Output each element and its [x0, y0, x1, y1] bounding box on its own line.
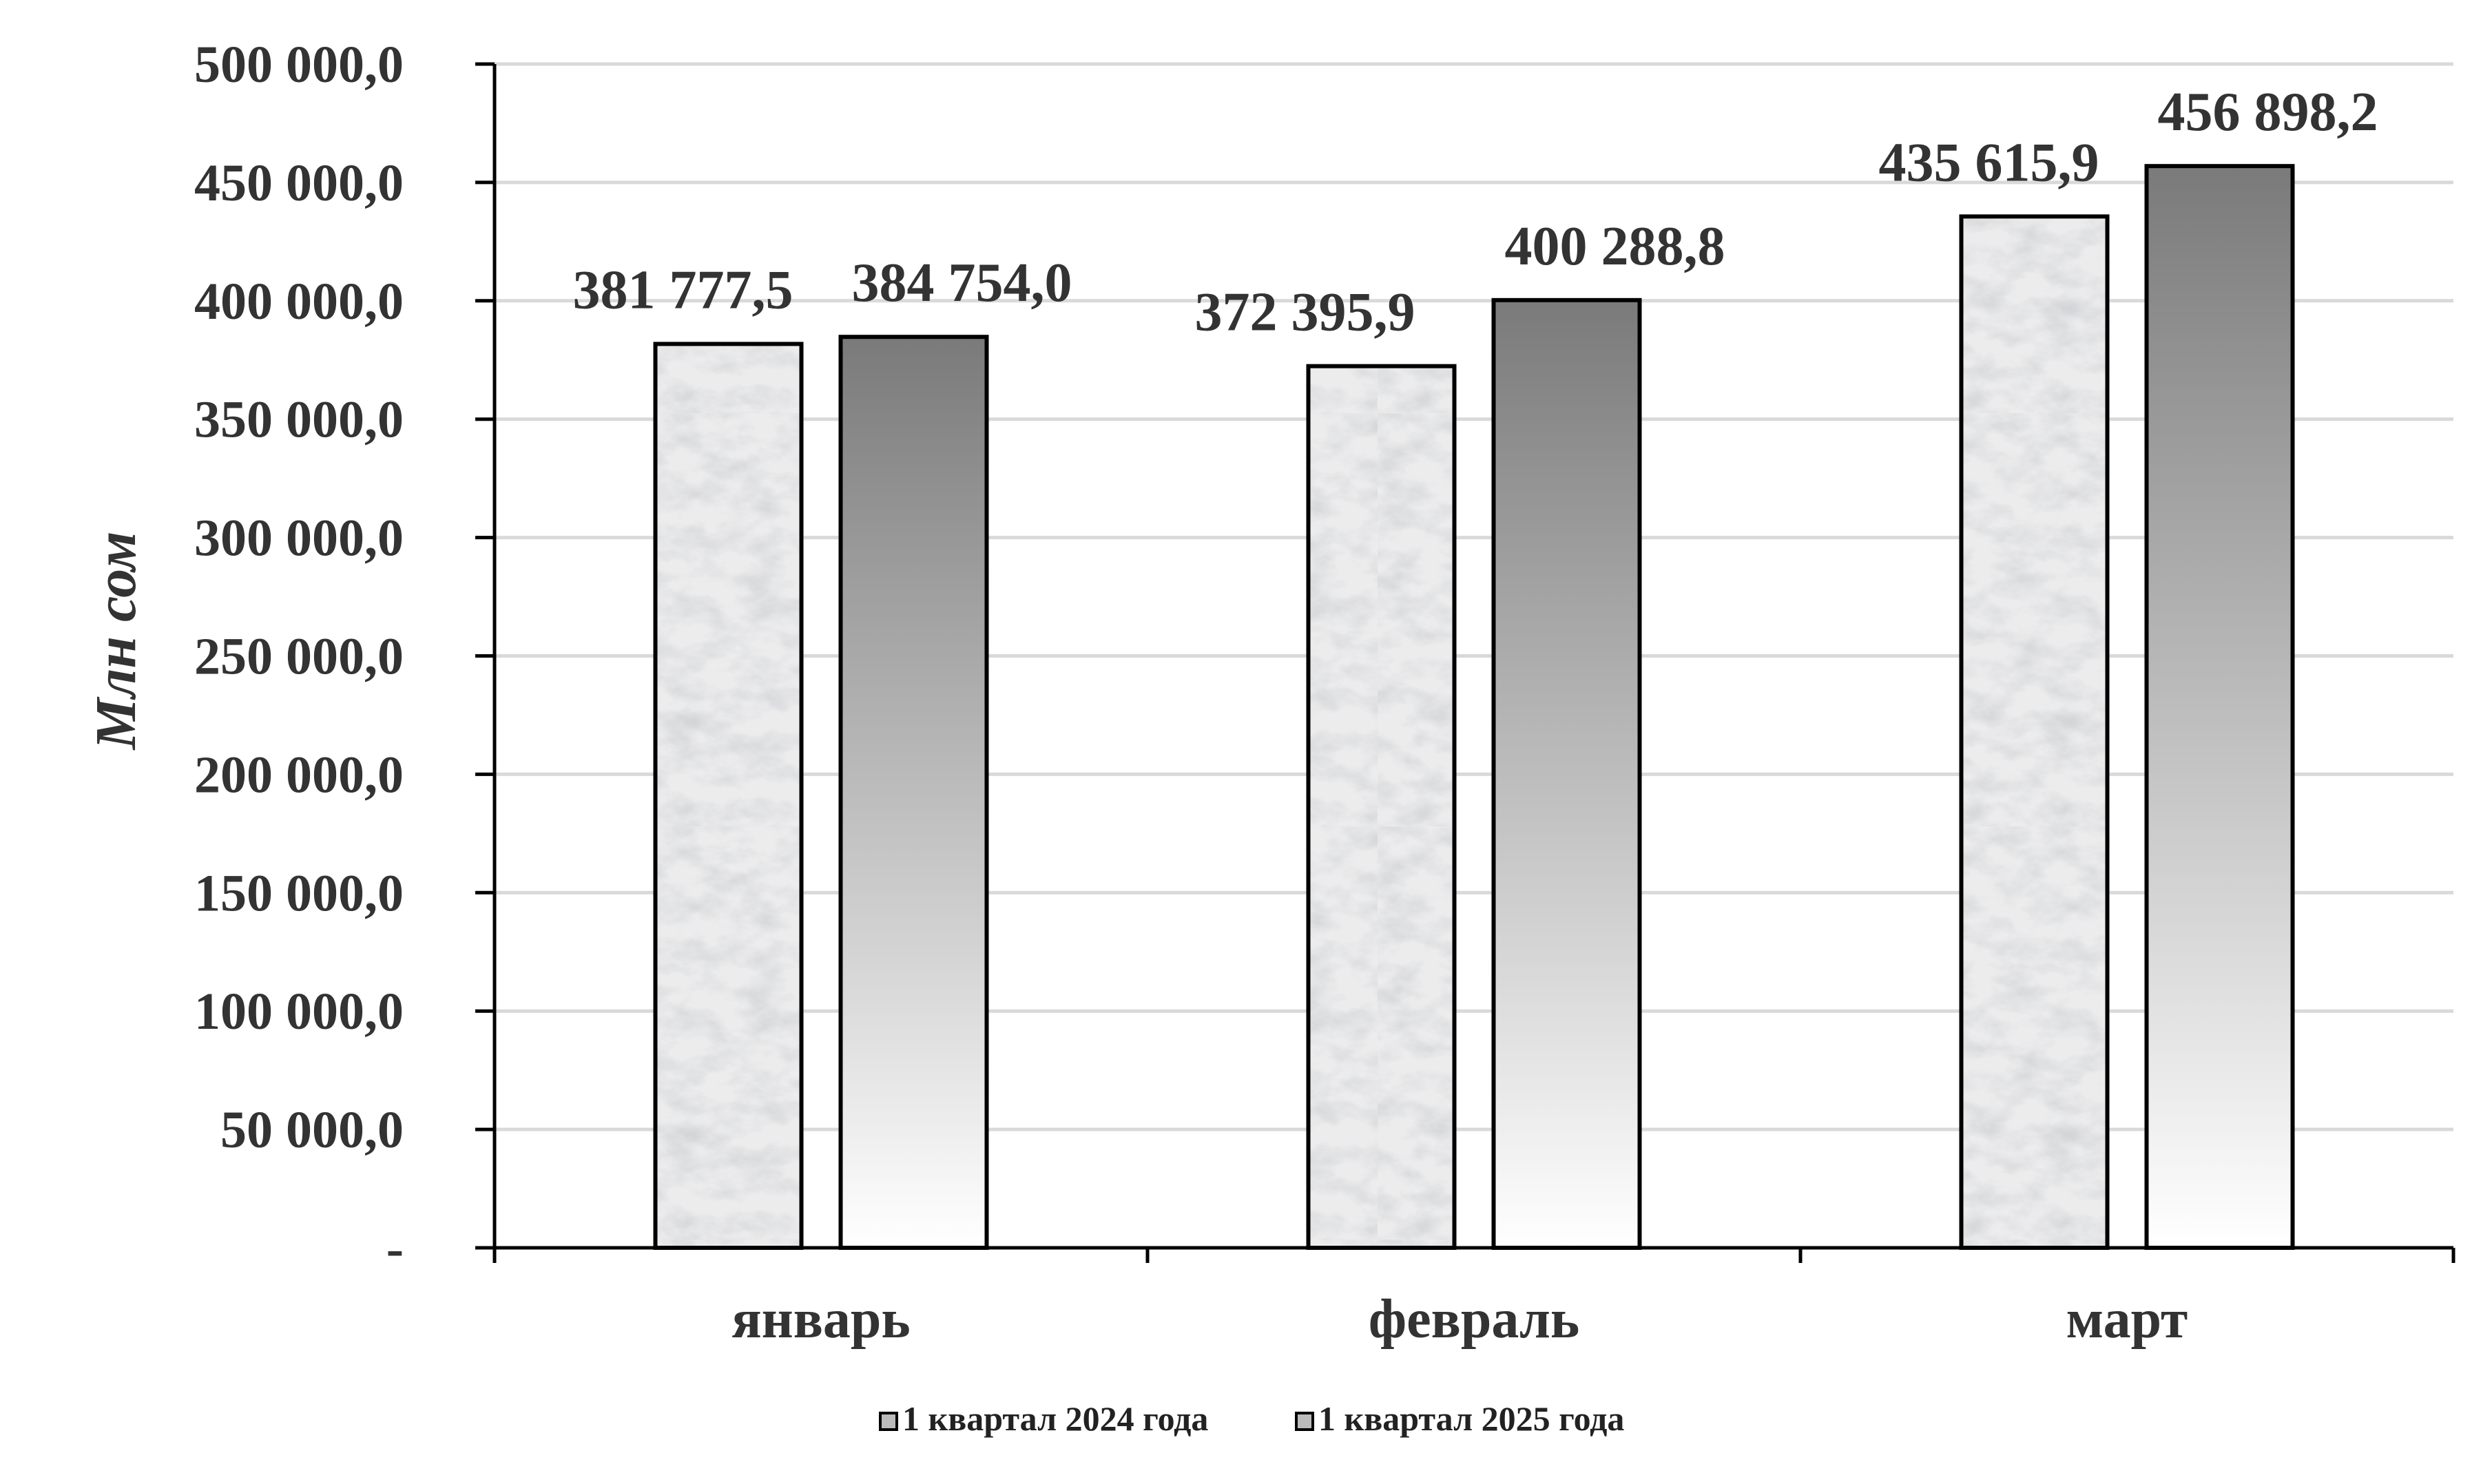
bar-2024-1: [653, 342, 804, 1250]
y-axis-tick-labels: - 50 000,0 100 000,0 150 000,0 200 000,0 250 …: [194, 36, 404, 1277]
y-tick-label: 150 000,0: [194, 864, 404, 922]
y-tick-label: 300 000,0: [194, 510, 404, 567]
x-tick-label: январь: [731, 1289, 910, 1350]
legend-swatch: [1295, 1412, 1314, 1431]
legend-swatch: [879, 1412, 898, 1431]
bars: [653, 164, 2295, 1251]
x-tick-label: февраль: [1369, 1289, 1579, 1350]
y-tick-label: 250 000,0: [194, 628, 404, 686]
bar-2025-3: [2144, 164, 2295, 1251]
x-axis-tick-labels: январь февраль март: [731, 1289, 2188, 1350]
data-label: 381 777,5: [573, 260, 793, 320]
y-tick-label: 450 000,0: [194, 154, 404, 212]
y-tick-label: -: [386, 1220, 404, 1277]
y-tick-label: 200 000,0: [194, 746, 404, 804]
bar-2024-3: [1959, 214, 2110, 1250]
legend-item: 1 квартал 2025 года: [1295, 1399, 1624, 1438]
data-labels: 381 777,5 384 754,0 372 395,9 400 288,8 435 …: [573, 82, 2378, 343]
data-label: 456 898,2: [2158, 82, 2378, 143]
legend: 1 квартал 2024 года 1 квартал 2025 года: [879, 1399, 1624, 1438]
y-tick-label: 350 000,0: [194, 391, 404, 449]
legend-label: 1 квартал 2024 года: [902, 1399, 1208, 1438]
y-axis-title: Млн сом: [84, 532, 148, 751]
bar-2024-2: [1306, 364, 1457, 1250]
data-label: 372 395,9: [1195, 282, 1415, 343]
data-label: 435 615,9: [1879, 132, 2099, 193]
y-tick-label: 100 000,0: [194, 983, 404, 1041]
legend-label: 1 квартал 2025 года: [1318, 1399, 1624, 1438]
x-tick-label: март: [2066, 1289, 2188, 1350]
y-tick-label: 50 000,0: [220, 1101, 404, 1159]
bar-2025-1: [838, 335, 989, 1251]
bar-2025-2: [1491, 297, 1642, 1250]
axes: [475, 62, 2455, 1263]
data-label: 400 288,8: [1505, 216, 1725, 277]
y-tick-label: 400 000,0: [194, 273, 404, 331]
gridlines: [495, 62, 2453, 1131]
legend-item: 1 квартал 2024 года: [879, 1399, 1208, 1438]
data-label: 384 754,0: [852, 253, 1072, 313]
y-tick-label: 500 000,0: [194, 36, 404, 94]
